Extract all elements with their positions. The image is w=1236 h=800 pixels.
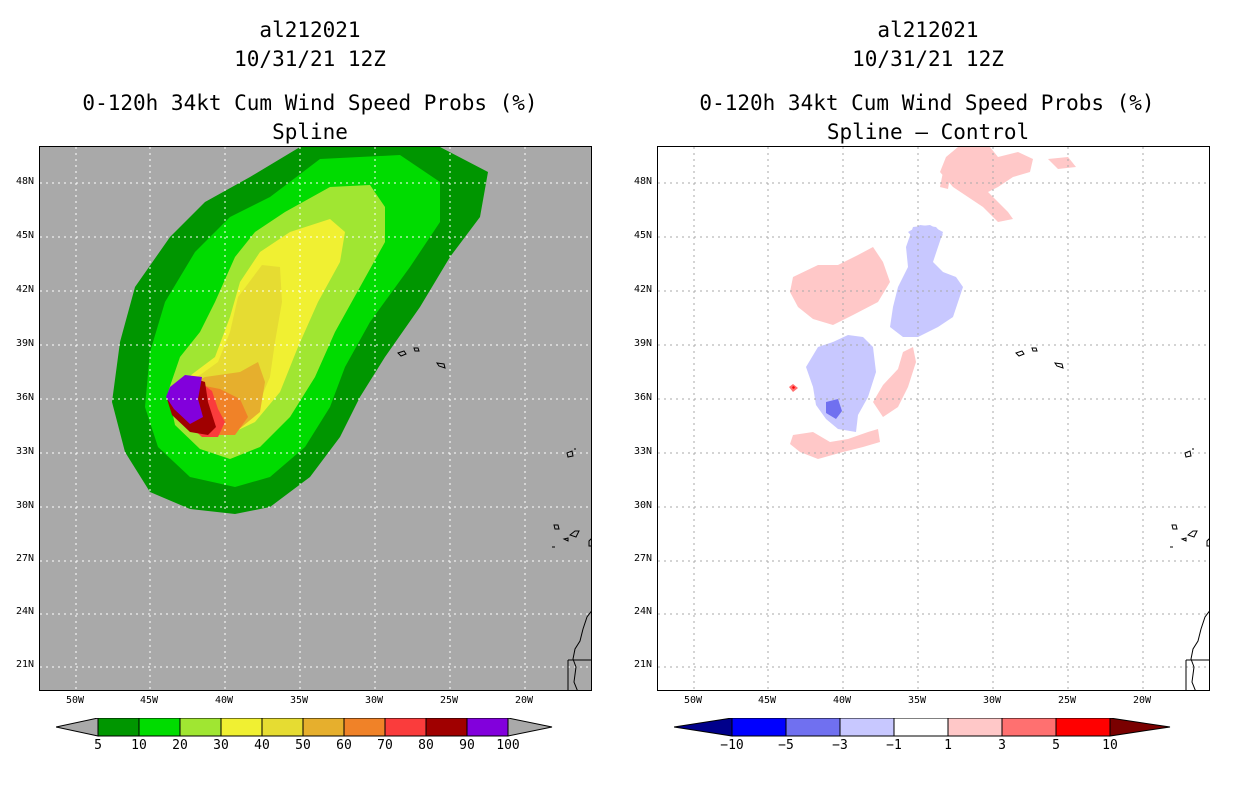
- colorbar-label: 50: [295, 738, 311, 753]
- left-probability-contours: [40, 147, 591, 690]
- colorbar-high-arrow: [507, 718, 553, 737]
- colorbar-label: 30: [213, 738, 229, 753]
- pos-red-core: [792, 386, 795, 389]
- lat-label: 48N: [15, 176, 34, 187]
- left-title: 0-120h 34kt Cum Wind Speed Probs (%): [82, 91, 538, 115]
- right-datetime: 10/31/21 12Z: [852, 47, 1004, 71]
- lon-label: 35W: [289, 695, 309, 706]
- colorbar-label: 3: [998, 738, 1006, 753]
- left-map-panel: [39, 146, 592, 691]
- right-gridlines: [658, 147, 1209, 690]
- pos-area-south: [790, 429, 880, 459]
- lat-label: 24N: [633, 606, 652, 617]
- colorbar-low-arrow: [56, 718, 99, 737]
- lat-label: 39N: [633, 338, 652, 349]
- pos-area-west: [790, 247, 890, 325]
- lon-label: 25W: [439, 695, 459, 706]
- right-title: 0-120h 34kt Cum Wind Speed Probs (%): [699, 91, 1155, 115]
- neg-blue-spot: [826, 399, 842, 419]
- lon-label: 30W: [982, 695, 1002, 706]
- pos-area-ne: [1048, 157, 1076, 169]
- lon-label: 45W: [757, 695, 777, 706]
- lat-label: 36N: [15, 392, 34, 403]
- lat-label: 30N: [15, 500, 34, 511]
- lat-label: 33N: [15, 446, 34, 457]
- lat-label: 39N: [15, 338, 34, 349]
- right-map-panel: [657, 146, 1210, 691]
- lon-label: 20W: [1132, 695, 1152, 706]
- colorbar-label: 100: [496, 738, 520, 753]
- left-storm-id: al212021: [259, 18, 361, 42]
- lon-label: 30W: [364, 695, 384, 706]
- right-difference-contours: [658, 147, 1209, 690]
- neg-area-north: [890, 225, 963, 337]
- colorbar-label: 5: [94, 738, 102, 753]
- colorbar-label: 80: [418, 738, 434, 753]
- neg-area-nw: [908, 225, 943, 243]
- colorbar-label: 5: [1052, 738, 1060, 753]
- right-colorbar: [674, 718, 1171, 737]
- colorbar-label: 60: [336, 738, 352, 753]
- pos-area-north: [940, 147, 1033, 222]
- lat-label: 45N: [15, 230, 34, 241]
- lon-label: 50W: [65, 695, 85, 706]
- lon-label: 40W: [214, 695, 234, 706]
- right-storm-id: al212021: [877, 18, 979, 42]
- colorbar-label: −1: [886, 738, 902, 753]
- left-gridlines: [40, 147, 591, 690]
- lat-label: 36N: [633, 392, 652, 403]
- colorbar-low-arrow: [674, 718, 733, 737]
- lat-label: 42N: [633, 284, 652, 295]
- colorbar-label: 90: [459, 738, 475, 753]
- left-colorbar: [56, 718, 553, 737]
- right-coastlines: [1015, 347, 1209, 690]
- lat-label: 21N: [633, 659, 652, 670]
- pos-area-center: [873, 347, 916, 417]
- lat-label: 42N: [15, 284, 34, 295]
- lat-label: 48N: [633, 176, 652, 187]
- lon-label: 35W: [907, 695, 927, 706]
- lon-label: 40W: [832, 695, 852, 706]
- left-colorbar-boxes: [97, 718, 509, 737]
- colorbar-label: 10: [1102, 738, 1118, 753]
- neg-area-west: [806, 335, 876, 432]
- positive-diff-areas: [790, 147, 1076, 459]
- lat-label: 21N: [15, 659, 34, 670]
- pos-area-nw: [940, 172, 950, 189]
- lon-label: 45W: [139, 695, 159, 706]
- left-coastlines: [397, 347, 591, 690]
- lat-label: 45N: [633, 230, 652, 241]
- left-subtitle: Spline: [272, 120, 348, 144]
- lon-label: 50W: [683, 695, 703, 706]
- left-datetime: 10/31/21 12Z: [234, 47, 386, 71]
- negative-diff-areas: [806, 225, 963, 432]
- right-colorbar-boxes: [731, 718, 1111, 737]
- colorbar-label: −3: [832, 738, 848, 753]
- colorbar-label: 40: [254, 738, 270, 753]
- colorbar-label: 10: [131, 738, 147, 753]
- colorbar-label: −10: [720, 738, 744, 753]
- colorbar-label: 70: [377, 738, 393, 753]
- lat-label: 30N: [633, 500, 652, 511]
- lat-label: 24N: [15, 606, 34, 617]
- colorbar-label: 1: [944, 738, 952, 753]
- lon-label: 20W: [514, 695, 534, 706]
- lat-label: 33N: [633, 446, 652, 457]
- colorbar-label: −5: [778, 738, 794, 753]
- lat-label: 27N: [633, 553, 652, 564]
- colorbar-label: 20: [172, 738, 188, 753]
- lon-label: 25W: [1057, 695, 1077, 706]
- right-subtitle: Spline – Control: [826, 120, 1030, 144]
- lat-label: 27N: [15, 553, 34, 564]
- colorbar-high-arrow: [1109, 718, 1171, 737]
